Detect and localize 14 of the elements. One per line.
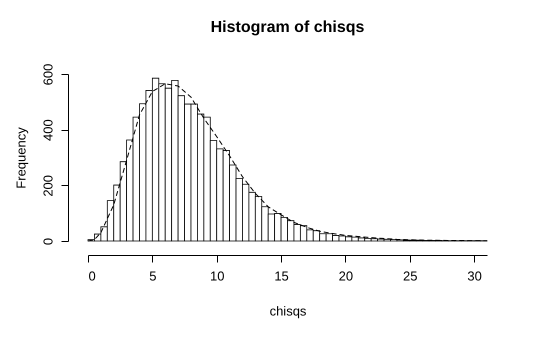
x-axis-title: chisqs — [270, 304, 307, 318]
y-tick-label: 400 — [40, 119, 56, 142]
x-tick-label: 5 — [149, 268, 156, 284]
y-tick-label: 600 — [40, 64, 56, 86]
y-tick-label: 200 — [40, 174, 56, 197]
x-tick-label: 10 — [210, 268, 224, 284]
x-tick-label: 25 — [403, 268, 418, 284]
y-tick-label: 0 — [40, 238, 56, 246]
x-tick-label: 30 — [467, 268, 482, 284]
chart-title: Histogram of chisqs — [210, 19, 364, 36]
x-tick-label: 20 — [338, 268, 354, 284]
x-tick-label: 0 — [88, 268, 96, 284]
x-tick-label: 15 — [274, 268, 289, 284]
y-axis-title: Frequency — [14, 126, 28, 189]
